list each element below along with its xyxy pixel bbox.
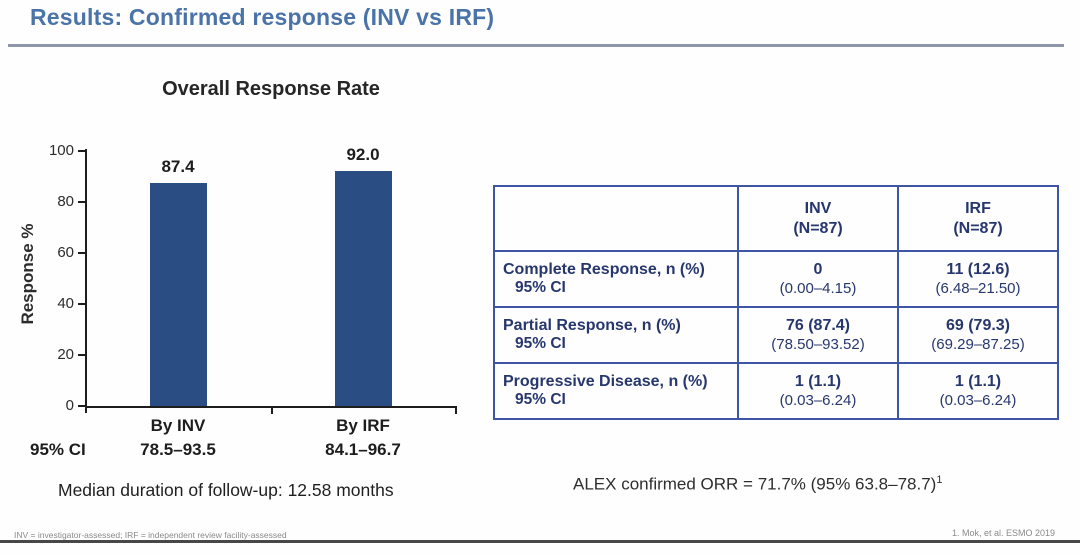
row-label: Complete Response, n (%)	[503, 260, 705, 278]
header-inv-label: INV	[804, 199, 832, 217]
inv-value: 0	[813, 261, 823, 279]
irf-value-cell: 11 (12.6) (6.48–21.50)	[897, 250, 1059, 308]
row-label-cell: Complete Response, n (%) 95% CI	[493, 250, 739, 308]
citation-footnote: 1. Mok, et al. ESMO 2019	[951, 528, 1055, 538]
x-axis-tick	[455, 406, 457, 414]
ci-row-label: 95% CI	[30, 440, 86, 459]
inv-value-cell: 0 (0.00–4.15)	[737, 250, 899, 308]
bottom-border-bar	[0, 540, 1080, 543]
row-label-cell: Partial Response, n (%) 95% CI	[493, 306, 739, 364]
irf-value: 11 (12.6)	[946, 261, 1010, 279]
title-divider	[8, 44, 1064, 47]
irf-ci: (0.03–6.24)	[939, 391, 1017, 409]
median-followup-note: Median duration of follow-up: 12.58 mont…	[58, 480, 394, 500]
y-tick-mark	[78, 150, 86, 152]
bar-by-irf	[335, 171, 392, 406]
row-sublabel: 95% CI	[515, 391, 566, 409]
ci-value-irf: 84.1–96.7	[325, 440, 401, 459]
irf-value-cell: 1 (1.1) (0.03–6.24)	[897, 362, 1059, 420]
inv-value-cell: 76 (87.4) (78.50–93.52)	[737, 306, 899, 364]
table-header-row: INV (N=87) IRF (N=87)	[493, 185, 1059, 252]
inv-value: 1 (1.1)	[794, 373, 842, 391]
row-label: Progressive Disease, n (%)	[503, 372, 708, 390]
header-empty-cell	[493, 185, 739, 252]
inv-ci: (0.00–4.15)	[779, 279, 857, 297]
header-irf-cell: IRF (N=87)	[897, 185, 1059, 252]
irf-value: 1 (1.1)	[954, 373, 1002, 391]
inv-value-cell: 1 (1.1) (0.03–6.24)	[737, 362, 899, 420]
inv-value: 76 (87.4)	[785, 317, 851, 335]
y-tick-label: 0	[65, 397, 74, 414]
table-row: Complete Response, n (%) 95% CI 0 (0.00–…	[493, 250, 1059, 308]
y-axis-title: Response %	[18, 223, 37, 325]
row-sublabel: 95% CI	[515, 335, 566, 353]
irf-value-cell: 69 (79.3) (69.29–87.25)	[897, 306, 1059, 364]
row-sublabel: 95% CI	[515, 279, 566, 297]
bar-by-inv	[150, 183, 207, 406]
header-inv-cell: INV (N=87)	[737, 185, 899, 252]
x-category-inv: By INV	[150, 416, 206, 435]
inv-ci: (78.50–93.52)	[771, 335, 865, 353]
chart-title: Overall Response Rate	[162, 78, 380, 100]
alex-orr-note: ALEX confirmed ORR = 71.7% (95% 63.8–78.…	[573, 474, 942, 495]
table-row: Partial Response, n (%) 95% CI 76 (87.4)…	[493, 306, 1059, 364]
table-row: Progressive Disease, n (%) 95% CI 1 (1.1…	[493, 362, 1059, 420]
irf-ci: (69.29–87.25)	[931, 335, 1025, 353]
y-axis	[85, 149, 87, 413]
x-axis-tick	[271, 406, 273, 414]
y-tick-mark	[78, 201, 86, 203]
header-inv-n: (N=87)	[793, 219, 843, 237]
irf-ci: (6.48–21.50)	[935, 279, 1021, 297]
y-tick-label: 20	[57, 346, 74, 363]
y-tick-mark	[78, 354, 86, 356]
y-tick-label: 60	[57, 244, 74, 261]
inv-ci: (0.03–6.24)	[779, 391, 857, 409]
header-irf-n: (N=87)	[953, 219, 1003, 237]
y-tick-label: 80	[57, 193, 74, 210]
y-tick-mark	[78, 303, 86, 305]
bar-value-inv: 87.4	[161, 157, 195, 177]
x-category-irf: By IRF	[336, 416, 390, 435]
row-label: Partial Response, n (%)	[503, 316, 681, 334]
alex-orr-text: ALEX confirmed ORR = 71.7% (95% 63.8–78.…	[573, 474, 937, 494]
page-title: Results: Confirmed response (INV vs IRF)	[30, 4, 495, 30]
results-table: INV (N=87) IRF (N=87) Complete Response,…	[493, 185, 1059, 420]
header-irf-label: IRF	[965, 199, 991, 217]
abbreviations-footnote: INV = investigator-assessed; IRF = indep…	[14, 530, 287, 540]
y-tick-label: 100	[48, 142, 74, 159]
y-tick-mark	[78, 405, 86, 407]
bar-value-irf: 92.0	[346, 145, 380, 165]
ci-value-inv: 78.5–93.5	[140, 440, 216, 459]
y-tick-label: 40	[57, 295, 74, 312]
row-label-cell: Progressive Disease, n (%) 95% CI	[493, 362, 739, 420]
alex-orr-ref: 1	[936, 474, 943, 486]
y-tick-mark	[78, 252, 86, 254]
irf-value: 69 (79.3)	[945, 317, 1011, 335]
